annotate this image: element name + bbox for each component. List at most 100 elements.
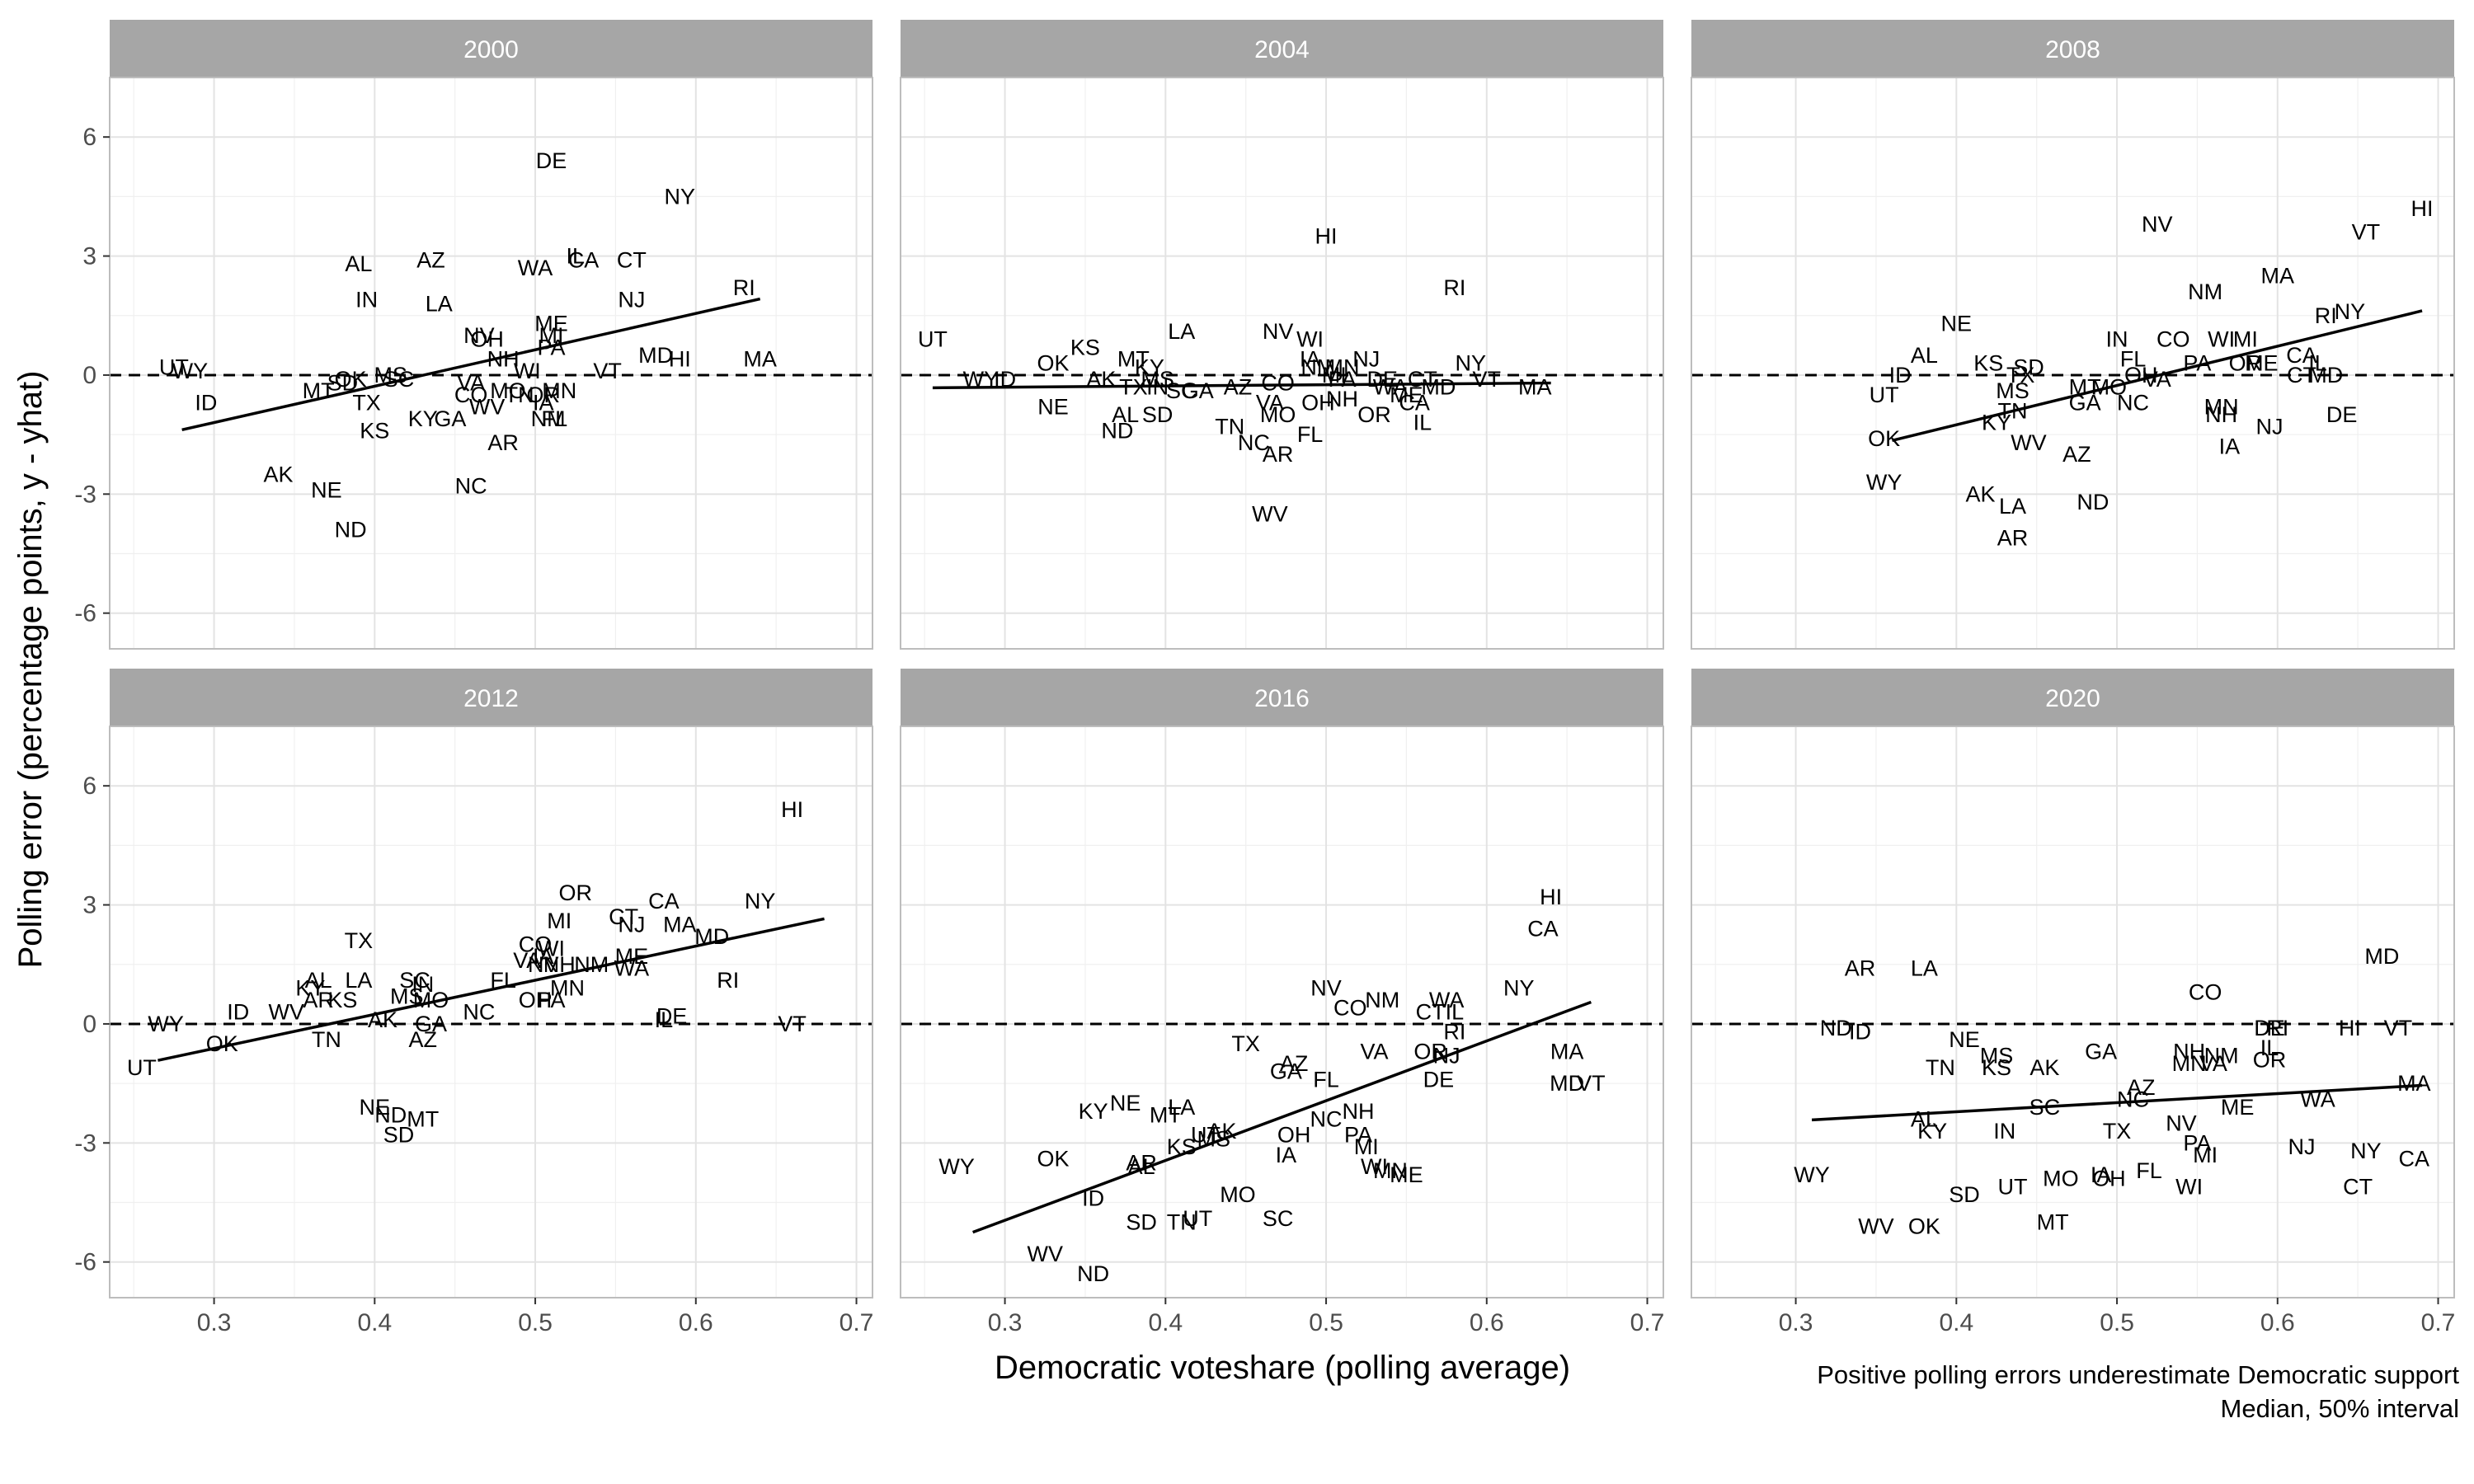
state-label-MI: MI (1322, 363, 1347, 387)
state-label-IN: IN (1146, 374, 1169, 399)
state-label-TN: TN (1997, 398, 2027, 423)
state-label-ME: ME (615, 944, 649, 969)
state-label-WV: WV (1028, 1242, 1064, 1266)
state-label-WI: WI (2175, 1174, 2203, 1199)
state-label-NM: NM (1365, 988, 1399, 1012)
state-label-VT: VT (1473, 367, 1502, 392)
state-label-NC: NC (1238, 430, 1270, 455)
state-label-LA: LA (1168, 319, 1195, 344)
state-label-SD: SD (327, 371, 359, 396)
x-axis-title: Democratic voteshare (polling average) (995, 1350, 1570, 1386)
state-label-WV: WV (268, 1000, 304, 1025)
state-label-UT: UT (159, 355, 189, 379)
state-label-NY: NY (1456, 351, 1487, 376)
state-label-DE: DE (536, 148, 567, 173)
x-tick-label: 0.5 (1309, 1309, 1343, 1336)
state-label-AL: AL (345, 251, 372, 276)
state-label-AZ: AZ (408, 1027, 437, 1052)
state-label-ME: ME (2221, 1095, 2255, 1120)
state-label-TN: TN (312, 1027, 341, 1052)
state-label-IA: IA (1276, 1143, 1297, 1167)
state-label-ND: ND (374, 1103, 407, 1128)
state-label-GA: GA (415, 1012, 447, 1036)
state-label-OH: OH (519, 988, 553, 1012)
state-label-OR: OR (2229, 351, 2263, 376)
y-tick-label: -3 (74, 481, 96, 508)
state-label-ID: ID (1082, 1186, 1104, 1211)
state-label-AK: AK (1086, 367, 1116, 392)
state-label-OK: OK (1868, 426, 1900, 451)
state-label-AZ: AZ (2127, 1075, 2156, 1100)
state-label-IL: IL (1446, 1000, 1465, 1025)
panel-background (901, 77, 1663, 649)
facet-strip (1691, 669, 2454, 726)
y-tick-label: -3 (74, 1129, 96, 1157)
state-label-NE: NE (311, 478, 342, 503)
x-tick-label: 0.5 (518, 1309, 553, 1336)
state-label-SD: SD (383, 1123, 415, 1148)
state-label-NE: NE (360, 1095, 391, 1120)
state-label-NM: NM (531, 406, 566, 431)
state-label-VT: VT (593, 359, 622, 383)
state-label-UT: UT (127, 1055, 157, 1080)
state-label-WV: WV (469, 394, 506, 419)
state-label-NY: NY (745, 889, 776, 913)
state-label-IN: IN (355, 288, 378, 312)
trend-line (158, 917, 825, 1062)
state-label-IN: IN (1993, 1119, 2015, 1144)
state-label-HI: HI (2339, 1016, 2361, 1040)
state-label-TX: TX (345, 928, 374, 953)
state-label-AR: AR (1126, 1150, 1157, 1175)
state-label-CT: CT (617, 247, 647, 272)
state-label-LA: LA (1911, 956, 1938, 981)
state-label-MI: MI (1354, 1134, 1379, 1159)
panel-border (900, 726, 1664, 1298)
state-label-OK: OK (1908, 1214, 1940, 1238)
state-label-MT: MT (407, 1106, 439, 1131)
state-label-AZ: AZ (416, 247, 445, 272)
trend-line (972, 1000, 1592, 1234)
state-label-KY: KY (408, 406, 438, 431)
state-label-WI: WI (538, 937, 565, 961)
state-label-WY: WY (172, 359, 209, 383)
state-label-NV: NV (1310, 976, 1342, 1001)
state-label-MI: MI (2193, 1143, 2218, 1167)
state-label-FL: FL (1297, 422, 1324, 447)
state-label-OK: OK (335, 367, 367, 392)
facet-strip (110, 669, 872, 726)
state-label-KS: KS (1973, 351, 2003, 376)
state-label-NJ: NJ (1433, 1043, 1460, 1068)
state-label-MA: MA (1550, 1040, 1584, 1064)
state-label-UT: UT (918, 327, 948, 352)
x-tick-label: 0.3 (1779, 1309, 1813, 1336)
state-label-WV: WV (2011, 430, 2047, 455)
facet-title: 2004 (1254, 36, 1310, 63)
state-label-IL: IL (655, 1007, 674, 1032)
state-label-NY: NY (665, 184, 696, 209)
state-label-MA: MA (2261, 264, 2295, 289)
state-label-ME: ME (534, 311, 568, 336)
state-label-WY: WY (1794, 1162, 1830, 1187)
state-label-KY: KY (295, 976, 325, 1001)
state-label-GA: GA (2069, 391, 2101, 416)
state-label-SD: SD (1949, 1182, 1980, 1207)
state-label-GA: GA (1270, 1059, 1302, 1084)
state-label-HI: HI (1315, 224, 1338, 249)
facet-title: 2012 (463, 685, 519, 712)
state-label-NY: NY (1503, 976, 1535, 1001)
state-label-OH: OH (2092, 1167, 2126, 1191)
state-label-NE: NE (1037, 394, 1069, 419)
state-label-NH: NH (487, 347, 520, 372)
state-label-CA: CA (2399, 1147, 2430, 1172)
state-label-TX: TX (1119, 374, 1148, 399)
state-label-AK: AK (2030, 1055, 2059, 1080)
x-tick-label: 0.5 (2100, 1309, 2134, 1336)
state-label-HI: HI (2411, 196, 2434, 221)
state-label-VA: VA (457, 371, 485, 396)
state-label-SD: SD (2013, 355, 2044, 379)
state-label-MT: MT (1117, 347, 1150, 372)
state-label-MS: MS (1141, 367, 1174, 392)
